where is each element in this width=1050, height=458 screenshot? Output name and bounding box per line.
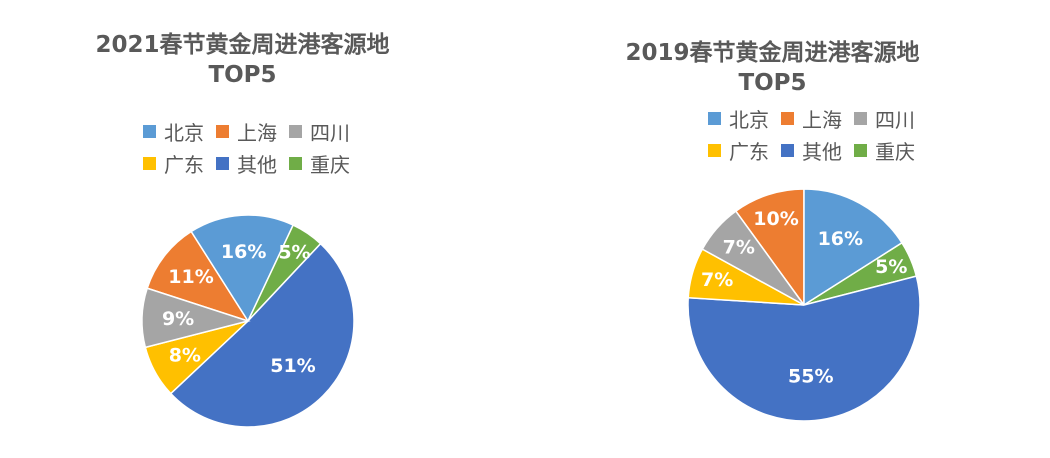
legend-label: 广东	[729, 139, 769, 164]
legend-label: 北京	[164, 120, 204, 145]
legend-item-shanghai: 上海	[216, 117, 277, 146]
data-label-guangdong: 7%	[701, 269, 733, 291]
data-label-chongqing: 5%	[875, 256, 907, 278]
legend-item-chongqing: 重庆	[289, 149, 350, 178]
chart-legend: 北京 上海 四川广东 其他 重庆	[708, 102, 927, 166]
chart-title-line1: 2021春节黄金周进港客源地	[95, 32, 390, 58]
legend-label: 广东	[164, 152, 204, 177]
chart-title: 2019春节黄金周进港客源地 TOP5	[510, 38, 1035, 98]
pie-svg: 10% 16% 5% 55% 7% 7%	[687, 188, 921, 422]
legend-item-guangdong: 广东	[143, 149, 204, 178]
data-label-shanghai: 10%	[753, 208, 798, 230]
legend-swatch	[216, 124, 229, 138]
data-label-chongqing: 5%	[278, 242, 310, 264]
legend-label: 上海	[237, 120, 277, 145]
pie-slice-beijing	[190, 214, 295, 323]
legend-item-chongqing: 重庆	[854, 136, 915, 165]
pie-svg: 11% 16% 5% 51% 8% 9%	[141, 214, 355, 428]
legend-item-beijing: 北京	[143, 117, 204, 146]
legend-swatch	[289, 124, 302, 138]
legend-row: 广东 其他 重庆	[143, 147, 362, 179]
pie-slice-shanghai	[734, 188, 805, 308]
data-label-shanghai: 11%	[168, 266, 213, 288]
pie-slice-shanghai	[146, 230, 250, 323]
chart-title-line1: 2019春节黄金周进港客源地	[625, 40, 920, 66]
legend-swatch	[781, 143, 794, 157]
data-label-beijing: 16%	[818, 228, 863, 250]
legend-item-shanghai: 上海	[781, 104, 842, 133]
legend-row: 北京 上海 四川	[708, 102, 927, 134]
legend-label: 其他	[237, 152, 277, 177]
legend-item-sichuan: 四川	[289, 117, 350, 146]
pie-slice-sichuan	[701, 210, 805, 306]
legend-label: 上海	[802, 107, 842, 132]
legend-label: 重庆	[310, 152, 350, 177]
legend-label: 其他	[802, 139, 842, 164]
data-label-other: 55%	[788, 366, 833, 388]
pie-slice-other	[687, 275, 921, 422]
data-label-beijing: 16%	[221, 241, 266, 263]
legend-item-sichuan: 四川	[854, 104, 915, 133]
legend-label: 四川	[310, 120, 350, 145]
data-label-guangdong: 8%	[169, 345, 201, 367]
pie-slice-other	[169, 242, 355, 428]
chart-title-line2: TOP5	[738, 70, 807, 96]
legend-row: 广东 其他 重庆	[708, 134, 927, 166]
pie-chart-2019: 2019春节黄金周进港客源地 TOP5 北京 上海 四川广东 其他 重庆 10% 16% 5…	[525, 0, 1050, 458]
chart-legend: 北京 上海 四川广东 其他 重庆	[143, 115, 362, 179]
pie-chart-2021: 2021春节黄金周进港客源地 TOP5 北京 上海 四川广东 其他 重庆 11% 16% 5…	[0, 30, 505, 428]
legend-label: 重庆	[875, 139, 915, 164]
legend-swatch	[708, 143, 721, 157]
legend-swatch	[781, 111, 794, 125]
legend-swatch	[289, 156, 302, 170]
data-label-sichuan: 7%	[723, 236, 755, 258]
pie-slice-beijing	[803, 188, 903, 307]
legend-item-beijing: 北京	[708, 104, 769, 133]
legend-swatch	[216, 156, 229, 170]
legend-swatch	[854, 143, 867, 157]
legend-swatch	[143, 124, 156, 138]
legend-label: 北京	[729, 107, 769, 132]
legend-label: 四川	[875, 107, 915, 132]
legend-item-guangdong: 广东	[708, 136, 769, 165]
legend-swatch	[854, 111, 867, 125]
chart-title-line2: TOP5	[208, 62, 277, 88]
legend-row: 北京 上海 四川	[143, 115, 362, 147]
data-label-sichuan: 9%	[162, 308, 194, 330]
legend-item-other: 其他	[781, 136, 842, 165]
chart-title: 2021春节黄金周进港客源地 TOP5	[0, 30, 505, 90]
pie-slice-sichuan	[141, 287, 251, 349]
data-label-other: 51%	[270, 355, 315, 377]
legend-item-other: 其他	[216, 149, 277, 178]
legend-swatch	[708, 111, 721, 125]
legend-swatch	[143, 156, 156, 170]
